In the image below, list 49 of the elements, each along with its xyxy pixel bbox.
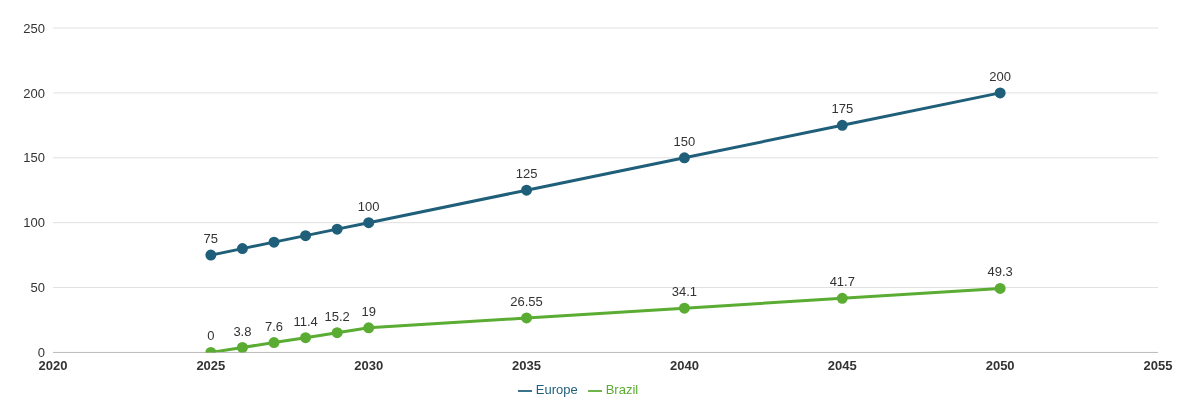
point — [994, 87, 1006, 99]
x-tick-label: 2035 — [512, 357, 542, 373]
point — [363, 322, 375, 334]
point — [994, 282, 1006, 294]
point — [836, 292, 848, 304]
point — [678, 152, 690, 164]
point — [521, 184, 533, 196]
x-tick-label: 2025 — [196, 357, 226, 373]
point — [331, 223, 343, 235]
y-tick-label: 150 — [23, 150, 45, 166]
x-tick-label: 2040 — [669, 357, 699, 373]
y-tick-label: 250 — [23, 20, 45, 36]
x-tick-label: 2055 — [1143, 357, 1173, 373]
data-label: 7.6 — [264, 318, 284, 334]
point — [236, 342, 248, 353]
data-label: 125 — [515, 166, 538, 182]
point — [678, 302, 690, 314]
point — [331, 327, 343, 339]
data-label: 19 — [361, 303, 376, 319]
x-tick-label: 2050 — [985, 357, 1015, 373]
point — [521, 312, 533, 324]
point — [205, 249, 217, 261]
legend-label: Brazil — [605, 382, 639, 398]
data-label: 200 — [989, 68, 1011, 84]
point — [236, 243, 248, 255]
point — [300, 332, 312, 344]
point — [268, 337, 280, 349]
point — [836, 119, 848, 131]
legend-label: Europe — [535, 382, 578, 398]
data-label: 150 — [673, 133, 696, 149]
data-label: 41.7 — [829, 274, 855, 290]
data-label: 175 — [831, 101, 854, 117]
data-label: 15.2 — [324, 308, 350, 324]
y-tick-label: 100 — [23, 215, 45, 231]
data-label: 3.8 — [233, 323, 252, 339]
data-label: 0 — [207, 328, 215, 344]
point — [268, 236, 280, 248]
point — [300, 230, 312, 242]
data-label: 11.4 — [293, 313, 318, 329]
data-label: 49.3 — [987, 264, 1013, 280]
x-tick-label: 2030 — [354, 357, 384, 373]
data-label: 75 — [203, 231, 219, 247]
data-label: 26.55 — [510, 293, 543, 309]
x-tick-label: 2045 — [827, 357, 857, 373]
data-label: 34.1 — [671, 284, 698, 300]
y-tick-label: 50 — [30, 280, 45, 296]
point — [363, 217, 375, 229]
data-label: 100 — [357, 198, 380, 214]
y-tick-label: 200 — [23, 85, 45, 101]
